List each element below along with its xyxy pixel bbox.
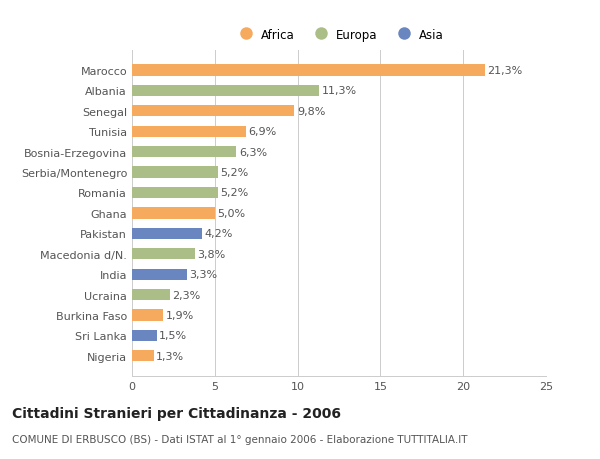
Text: 4,2%: 4,2%: [204, 229, 232, 239]
Legend: Africa, Europa, Asia: Africa, Europa, Asia: [229, 24, 449, 46]
Text: 5,2%: 5,2%: [221, 168, 249, 178]
Text: 11,3%: 11,3%: [322, 86, 357, 96]
Text: 21,3%: 21,3%: [487, 66, 523, 76]
Text: 1,3%: 1,3%: [156, 351, 184, 361]
Bar: [132, 350, 154, 362]
Bar: [132, 289, 170, 301]
Text: 2,3%: 2,3%: [173, 290, 201, 300]
Bar: [132, 269, 187, 280]
Bar: [132, 187, 218, 199]
Text: 3,3%: 3,3%: [189, 269, 217, 280]
Bar: [132, 249, 195, 260]
Bar: [132, 310, 163, 321]
Bar: [132, 228, 202, 240]
Text: 1,9%: 1,9%: [166, 310, 194, 320]
Bar: [132, 147, 236, 158]
Text: 5,0%: 5,0%: [217, 208, 245, 218]
Text: 6,9%: 6,9%: [249, 127, 277, 137]
Bar: [132, 167, 218, 178]
Text: Cittadini Stranieri per Cittadinanza - 2006: Cittadini Stranieri per Cittadinanza - 2…: [12, 406, 341, 420]
Bar: [132, 86, 319, 97]
Bar: [132, 208, 215, 219]
Text: 5,2%: 5,2%: [221, 188, 249, 198]
Bar: [132, 126, 246, 138]
Text: 3,8%: 3,8%: [197, 249, 226, 259]
Text: 6,3%: 6,3%: [239, 147, 267, 157]
Text: 9,8%: 9,8%: [297, 106, 325, 117]
Text: COMUNE DI ERBUSCO (BS) - Dati ISTAT al 1° gennaio 2006 - Elaborazione TUTTITALIA: COMUNE DI ERBUSCO (BS) - Dati ISTAT al 1…: [12, 434, 467, 444]
Bar: [132, 106, 294, 117]
Bar: [132, 330, 157, 341]
Bar: [132, 65, 485, 77]
Text: 1,5%: 1,5%: [160, 330, 187, 341]
